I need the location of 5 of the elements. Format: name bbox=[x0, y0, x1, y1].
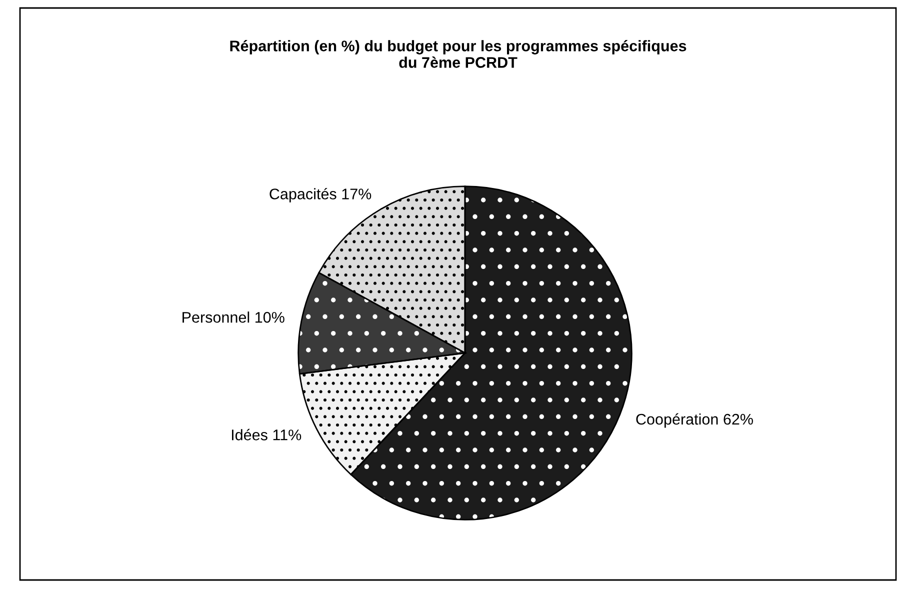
slice-label: Personnel 10% bbox=[182, 312, 284, 323]
slice-label: Capacités 17% bbox=[270, 188, 372, 202]
slice-label: Coopération 62% bbox=[636, 413, 753, 428]
slice-label: Idées 11% bbox=[232, 428, 302, 440]
chart-title: Répartition (en %) du budget pour les programmes spécifiques du 7ème PCRDT bbox=[230, 40, 686, 68]
